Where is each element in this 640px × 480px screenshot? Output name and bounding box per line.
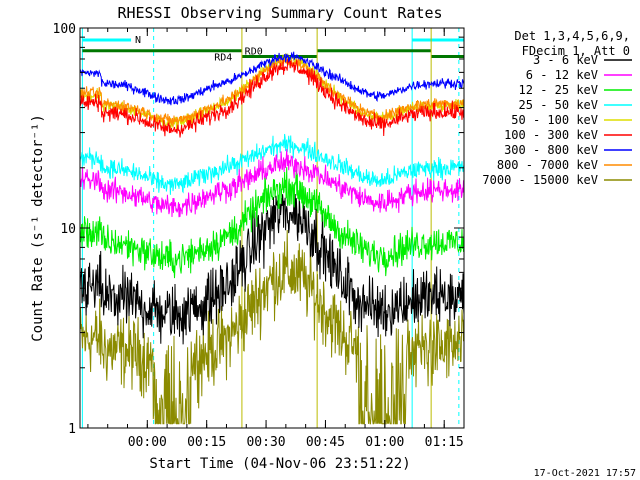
legend-entry-label: 800 - 7000 keV [497, 158, 598, 172]
series-line-6-12- [80, 149, 464, 218]
x-tick-label: 00:15 [187, 435, 226, 450]
y-tick-label: 10 [60, 222, 76, 237]
rd0-flag-label: RD0 [245, 47, 263, 58]
legend-entry-label: 12 - 25 keV [519, 83, 598, 97]
y-tick-label: 100 [53, 22, 76, 37]
legend-entry-label: 300 - 800 keV [504, 143, 598, 157]
chart-title: RHESSI Observing Summary Count Rates [117, 4, 442, 22]
legend-entry-label: 100 - 300 keV [504, 128, 598, 142]
series-line-7000-15000- [80, 229, 464, 425]
series-layer [80, 51, 464, 425]
legend-entry-label: 6 - 12 keV [526, 68, 598, 82]
legend-entry-label: 25 - 50 keV [519, 98, 598, 112]
night-flag-label: N [135, 35, 141, 46]
legend-header-line: Det 1,3,4,5,6,9, [514, 29, 630, 43]
legend-entry-label: 50 - 100 keV [511, 113, 598, 127]
x-tick-label: 01:00 [365, 435, 404, 450]
x-tick-label: 00:45 [306, 435, 345, 450]
legend: Det 1,3,4,5,6,9,FDecim 1, Att 03 - 6 keV… [482, 29, 632, 187]
y-axis-label: Count Rate (s⁻¹ detector⁻¹) [30, 114, 46, 342]
legend-entry-label: 7000 - 15000 keV [482, 173, 598, 187]
series-line-300-800- [80, 51, 464, 106]
x-tick-label: 00:00 [128, 435, 167, 450]
rd4-flag-label: RD4 [214, 53, 232, 64]
x-tick-label: 01:15 [425, 435, 464, 450]
series-line-12-25- [80, 167, 464, 279]
x-axis-label: Start Time (04-Nov-06 23:51:22) [149, 456, 410, 472]
legend-entry-label: 3 - 6 keV [533, 53, 598, 67]
legend-header-line: FDecim 1, Att 0 [522, 44, 630, 58]
axis-layer: 00:00 00:15 00:30 00:45 01:00 01:15 1 10 100 [53, 22, 465, 450]
x-tick-label: 00:30 [246, 435, 285, 450]
series-line-100-300- [80, 58, 464, 138]
y-tick-label: 1 [68, 422, 76, 437]
series-line-25-50- [80, 133, 464, 195]
footer-date: 17-Oct-2021 17:57 [534, 468, 636, 479]
series-line-3-6- [80, 193, 464, 345]
